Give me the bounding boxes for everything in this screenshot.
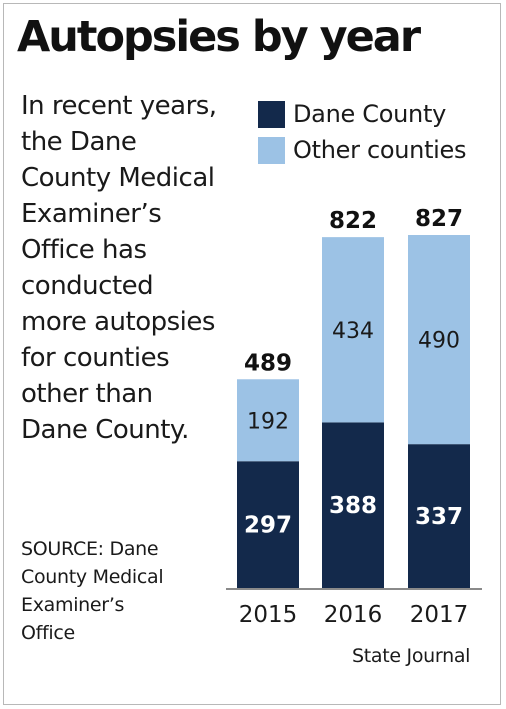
credit-line: State Journal	[352, 645, 471, 667]
legend-label-dane-county: Dane County	[293, 100, 446, 128]
data-label-dane-county-2017: 337	[415, 504, 463, 530]
x-tick-label-2015: 2015	[239, 602, 298, 628]
total-label-2016: 822	[329, 208, 377, 234]
legend-item-other-counties: Other counties	[258, 132, 467, 168]
total-label-2015: 489	[244, 350, 292, 376]
legend-swatch-other-counties	[258, 136, 285, 164]
data-label-other-counties-2015: 192	[247, 409, 289, 434]
chart-title: Autopsies by year	[17, 12, 421, 62]
legend-label-other-counties: Other counties	[293, 136, 467, 164]
data-label-other-counties-2016: 434	[332, 319, 374, 344]
bar-dane-county-2015	[237, 461, 299, 588]
bar-other-counties-2016	[322, 237, 384, 423]
x-tick-label-2016: 2016	[324, 602, 383, 628]
data-label-dane-county-2016: 388	[329, 493, 377, 519]
legend: Dane County Other counties	[258, 96, 467, 168]
bar-dane-county-2016	[322, 422, 384, 588]
x-tick-label-2017: 2017	[410, 602, 469, 628]
description-text: In recent years, the Dane County Medical…	[21, 91, 217, 445]
bar-other-counties-2017	[408, 235, 470, 445]
bar-other-counties-2015	[237, 379, 299, 462]
source-note: SOURCE: Dane County Medical Examiner’s O…	[21, 538, 164, 644]
graphic-frame	[3, 3, 501, 705]
legend-item-dane-county: Dane County	[258, 96, 466, 132]
total-label-2017: 827	[415, 206, 463, 232]
legend-swatch-dane-county	[258, 100, 285, 128]
bar-dane-county-2017	[408, 444, 470, 588]
data-label-other-counties-2017: 490	[418, 329, 460, 354]
data-label-dane-county-2015: 297	[244, 513, 292, 539]
